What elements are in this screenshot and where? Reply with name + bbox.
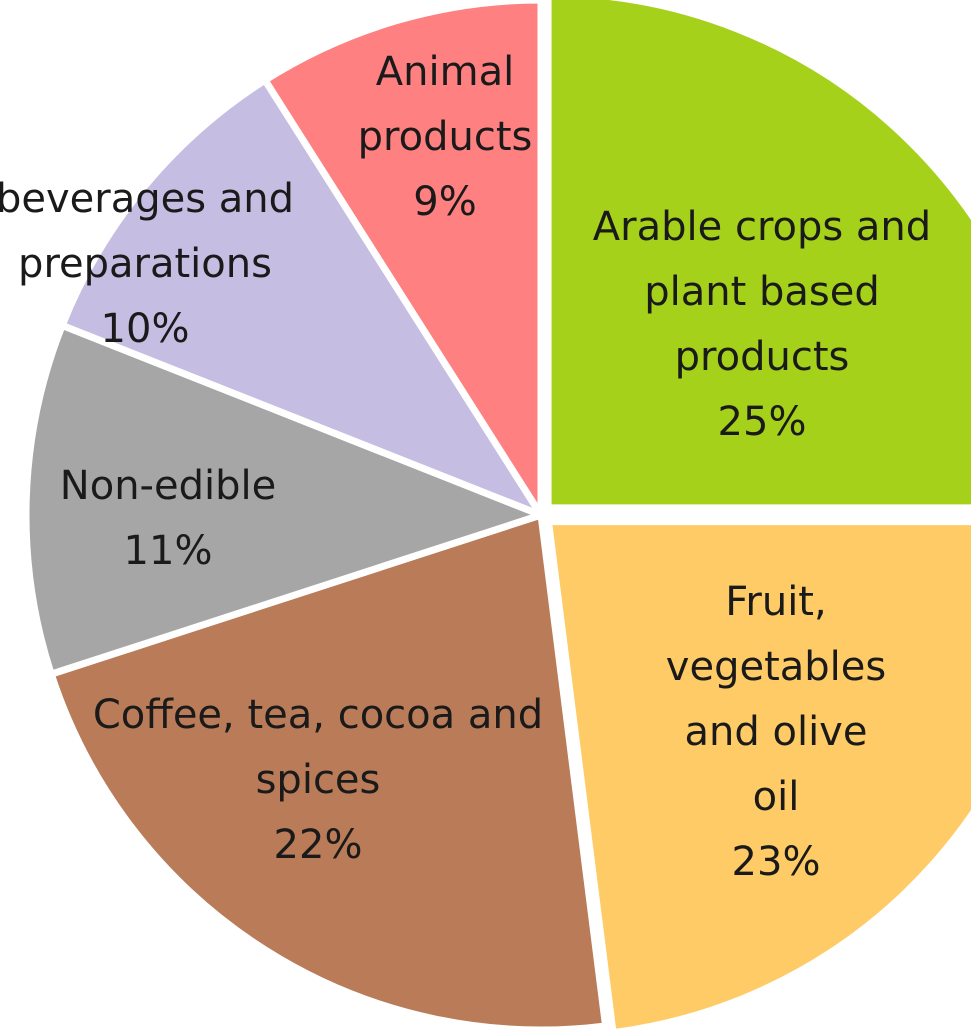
pie-label-line: Fruit, [725,579,826,625]
pie-label-line: 10% [101,306,190,352]
pie-slice-label-1: Arable crops and plant based products 25% [593,204,931,445]
pie-label-line: 25% [718,399,807,445]
pie-label-line: 9% [413,179,476,225]
pie-slices [22,0,971,1030]
pie-label-line: Arable crops and [593,204,931,250]
pie-label-line: products [358,114,533,160]
pie-slice-label-6: Animal products 9% [358,49,533,225]
pie-label-line: beverages and [0,176,294,222]
pie-slice-4 [22,320,552,679]
pie-label-line: 22% [274,822,363,868]
pie-label-line: Non-edible [60,463,276,509]
pie-slice-6 [260,0,545,528]
pie-label-line: 11% [124,528,213,574]
pie-label-line: and olive [685,709,868,755]
pie-slice-label-2: Fruit, vegetables and olive oil 23% [666,579,886,885]
pie-slice-1 [544,0,971,512]
pie-label-line: spices [256,757,381,803]
pie-slice-5 [57,75,550,523]
pie-label-line: plant based [644,269,880,315]
pie-label-line: Animal [376,49,514,95]
pie-label-line: oil [753,774,800,820]
pie-slice-3 [46,510,610,1030]
pie-label-line: 23% [732,839,821,885]
pie-label-line: preparations [18,241,272,287]
pie-label-line: products [675,334,850,380]
pie-slice-label-5: beverages and preparations 10% [0,176,294,352]
pie-slice-2 [544,518,971,1030]
pie-slice-label-3: Coffee, tea, cocoa and spices 22% [93,692,543,868]
pie-label-line: Coffee, tea, cocoa and [93,692,543,738]
pie-labels: Arable crops and plant based products 25% Fr… [0,49,931,885]
pie-slice-label-4: Non-edible 11% [60,463,276,574]
pie-label-line: vegetables [666,644,886,690]
